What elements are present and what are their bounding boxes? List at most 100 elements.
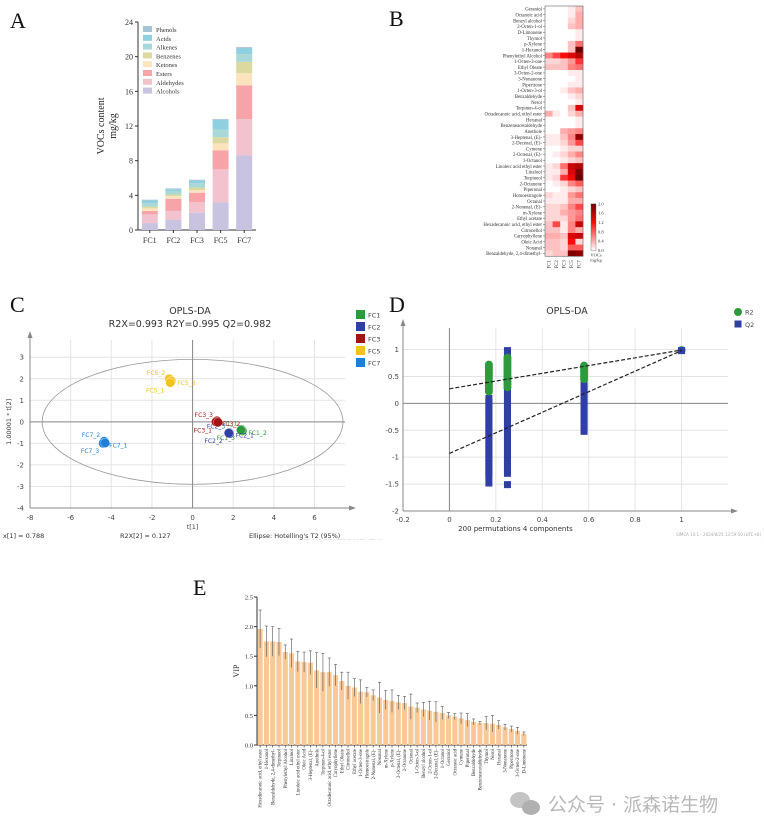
y-tick-label: 1.0 — [245, 683, 253, 690]
heatmap-cell — [567, 52, 576, 59]
x-tick-label: 1-Octen-3-ol — [416, 748, 421, 773]
heatmap-cell — [567, 29, 576, 36]
bar-segment-alkenes — [212, 129, 229, 138]
heatmap-cell — [545, 104, 553, 112]
vip-bar — [515, 730, 521, 745]
row-label: Nonanal — [526, 246, 543, 251]
heatmap-cell — [545, 145, 553, 152]
heatmap-cell — [545, 87, 553, 94]
x-tick-label: FC2 — [167, 236, 181, 245]
row-label: Ethyl Oleate — [518, 66, 542, 71]
row-label: 2-Octen-1-ol — [517, 25, 542, 30]
heatmap-cell — [560, 209, 569, 216]
heatmap-cell — [575, 99, 584, 106]
x-tick-label: m-Xylene — [384, 749, 389, 768]
bar-segment-ketones — [236, 73, 253, 86]
heatmap-cell — [575, 232, 584, 240]
x-tick-label: 1-Octen-3-one — [359, 749, 364, 777]
heatmap-cell — [560, 198, 569, 205]
legend-swatch-alkenes — [143, 43, 152, 50]
heatmap-cell — [552, 163, 561, 170]
x-tick-label: 0 — [190, 514, 194, 522]
vip-bar — [521, 733, 527, 745]
heatmap-cell — [560, 151, 569, 158]
y-tick-label: -0.5 — [385, 427, 399, 435]
row-label: Thymol — [527, 37, 543, 42]
row-label: Benzeneacetaldehyde — [500, 124, 542, 129]
row-label: 2-Octanone — [520, 182, 542, 187]
bar-segment-alkenes — [165, 191, 182, 195]
heatmap-cell — [560, 139, 569, 146]
heatmap-cell — [560, 75, 569, 82]
y-tick-label: 0.5 — [388, 373, 399, 381]
regression-line-r2 — [449, 349, 682, 390]
x-tick-label: Terpinen-4-ol — [322, 748, 327, 775]
vip-bar — [408, 706, 414, 745]
q2-point-outlier — [503, 481, 511, 489]
y-tick-label: 0.5 — [245, 713, 253, 720]
legend-swatch-phenols — [143, 26, 152, 32]
bar-segment-acids — [165, 189, 182, 191]
heatmap-cell — [545, 46, 553, 53]
heatmap-cell — [575, 203, 584, 210]
x-tick-label: Caryophyllene — [334, 749, 339, 777]
row-label: Citronellol — [521, 229, 542, 234]
vip-bar — [427, 710, 433, 745]
heatmap-cell — [567, 35, 576, 42]
y-tick-label: 0 — [395, 400, 399, 408]
x-tick-label: Piperitone — [510, 749, 515, 769]
vip-bar — [282, 652, 288, 745]
heatmap-cell — [560, 168, 569, 176]
x-tick-label: Phenylethyl Alcohol — [284, 748, 289, 788]
watermark: 公众号 · 派森诺生物 — [510, 790, 718, 817]
heatmap-cell — [567, 104, 576, 112]
legend-swatch-acids — [143, 34, 152, 41]
y-tick-label: -1 — [392, 454, 399, 462]
heatmap-cell — [567, 116, 576, 123]
score-point-fc5 — [165, 377, 176, 388]
x-tick-label: Homoestragole — [365, 749, 370, 778]
q2-point — [485, 395, 493, 403]
x-tick-label: Linoleic acid ethyl ester — [296, 749, 301, 796]
x-tick-label: Benzaldehyde — [472, 749, 477, 776]
point-label: FC7_2 — [82, 432, 100, 439]
x-tick-label: Octanoic acid — [453, 748, 458, 775]
heatmap-cell — [560, 64, 569, 71]
heatmap-cell — [545, 244, 553, 251]
heatmap-cell — [575, 128, 584, 135]
heatmap-cell — [545, 157, 553, 164]
bar-segment-esters — [141, 210, 158, 215]
heatmap-cell — [545, 75, 553, 82]
heatmap-cell — [575, 35, 584, 42]
vip-bar — [320, 672, 326, 745]
heatmap-cell — [552, 46, 561, 53]
heatmap-cell — [567, 250, 576, 257]
row-label: Cymene — [526, 147, 542, 152]
x-tick-label: Citronellol — [347, 748, 352, 769]
heatmap-cell — [545, 134, 553, 141]
vip-bar — [351, 687, 357, 745]
heatmap-cell — [552, 70, 561, 77]
heatmap-cell — [552, 134, 561, 141]
row-label: 3-Heptenal, (E)- — [511, 136, 543, 141]
vip-bar — [326, 672, 332, 745]
vip-bar — [458, 718, 464, 745]
heatmap-cell — [545, 192, 553, 199]
heatmap-cell — [567, 232, 576, 240]
heatmap-cell — [567, 128, 576, 135]
legend-label: FC3 — [368, 336, 380, 344]
heatmap-cell — [545, 227, 553, 234]
heatmap-cell — [575, 64, 584, 71]
y-tick-label: 16 — [125, 87, 133, 96]
heatmap-cell — [560, 157, 569, 164]
column-label: FC2 — [555, 260, 560, 269]
panel-label-b: B — [389, 6, 404, 31]
heatmap-cell — [552, 151, 561, 158]
heatmap-cell — [552, 227, 561, 234]
heatmap-cell — [567, 244, 576, 251]
row-label: Benzaldehyde, 2,4-dimethyl- — [486, 252, 542, 257]
vip-bar — [370, 695, 376, 745]
heatmap-cell — [552, 250, 561, 257]
r2-point — [580, 361, 589, 370]
row-label: Ethyl acetate — [517, 217, 542, 222]
